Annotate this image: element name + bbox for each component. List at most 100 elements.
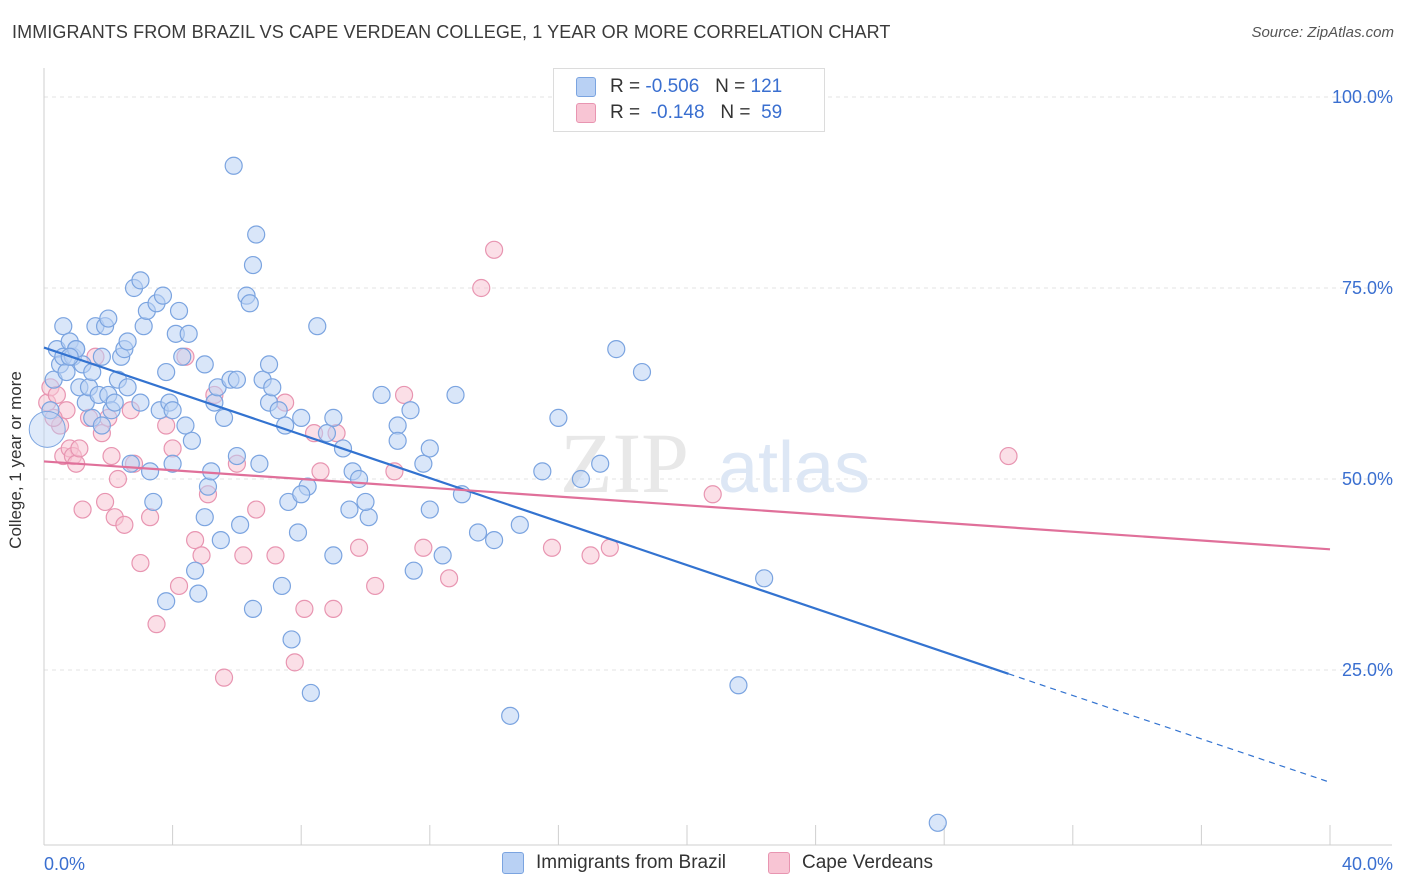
blue-point [501, 706, 520, 725]
legend-r-value-pink: -0.148 [650, 102, 705, 123]
legend-row-blue: R = -0.506 N = 121 [576, 75, 782, 99]
blue-point [632, 362, 652, 382]
blue-point [163, 401, 182, 420]
blue-point [92, 416, 111, 435]
blue-point [121, 454, 140, 473]
pink-point [47, 385, 66, 405]
blue-point [359, 508, 378, 527]
y-tick-label: 50.0% [1342, 469, 1393, 489]
blue-point [468, 523, 488, 542]
blue-point [214, 408, 234, 427]
pink-swatch [768, 852, 790, 874]
blue-point [349, 469, 369, 489]
blue-point [179, 324, 198, 343]
pink-point [394, 385, 414, 405]
pink-point [324, 599, 343, 618]
pink-point [73, 500, 92, 519]
pink-point [131, 553, 150, 573]
pink-point [311, 462, 330, 481]
blue-point [263, 378, 282, 397]
blue-point [134, 317, 153, 336]
blue-point [105, 393, 124, 412]
x-tick-label: 0.0% [44, 854, 85, 874]
blue-point [227, 446, 246, 466]
y-tick-label: 25.0% [1342, 660, 1393, 680]
series-legend: Immigrants from Brazil Cape Verdeans [0, 852, 1406, 878]
series-immigrants-from-brazil [28, 156, 947, 832]
blue-point [607, 340, 626, 359]
blue-point [401, 401, 420, 420]
blue-point [157, 362, 176, 382]
blue-point [372, 385, 391, 405]
blue-point [269, 401, 288, 420]
legend-r-label: R = [610, 102, 641, 123]
blue-point [186, 561, 205, 580]
pink-point [157, 416, 176, 435]
blue-point [224, 156, 243, 175]
blue-point [131, 271, 150, 290]
blue-point [173, 347, 192, 366]
blue-point [433, 546, 452, 565]
pink-point [472, 278, 491, 298]
blue-point [153, 286, 173, 305]
blue-point [231, 515, 250, 534]
pink-point [295, 599, 314, 618]
x-tick-label: 40.0% [1342, 854, 1393, 874]
pink-point [439, 569, 459, 588]
watermark-zip: ZIP [560, 415, 689, 511]
blue-point [182, 431, 201, 450]
legend-n-label: N = [720, 102, 751, 123]
blue-point [259, 355, 279, 374]
pink-point [140, 508, 160, 527]
pink-point [95, 492, 115, 512]
trend-line-brazil [43, 346, 1009, 675]
blue-point [340, 500, 359, 519]
legend-n-value-pink: 59 [761, 102, 783, 123]
blue-point [755, 569, 774, 588]
blue-point [54, 317, 73, 336]
pink-point [414, 538, 433, 557]
blue-point [272, 576, 292, 596]
source-label: Source: ZipAtlas.com [1251, 24, 1394, 41]
blue-point [404, 561, 423, 580]
blue-point [510, 515, 529, 534]
blue-swatch [502, 852, 524, 874]
blue-point [57, 362, 76, 382]
blue-point [240, 294, 259, 313]
pink-point [285, 653, 304, 672]
blue-point [292, 408, 311, 427]
pink-point [108, 469, 128, 489]
pink-point [234, 546, 253, 565]
blue-point [247, 225, 266, 244]
legend-item-cape-verdeans: Cape Verdeans [768, 852, 933, 874]
blue-point [729, 676, 748, 695]
blue-point [176, 416, 195, 435]
blue-point [446, 385, 465, 405]
legend-n-label: N = [715, 76, 746, 97]
legend-r-value-blue: -0.506 [645, 76, 700, 97]
blue-point [243, 255, 263, 275]
pink-point [169, 576, 189, 596]
trend-line-brazil-extension [1008, 673, 1331, 783]
pink-point [214, 668, 234, 687]
blue-point [243, 599, 263, 618]
blue-point [144, 492, 163, 512]
blue-swatch [576, 77, 596, 97]
blue-point [591, 454, 610, 473]
grid-lines [44, 96, 1392, 671]
pink-point [102, 446, 121, 466]
blue-point [485, 531, 504, 550]
blue-point [420, 439, 439, 458]
axes [43, 68, 1392, 846]
blue-point [549, 408, 568, 427]
y-tick-label: 100.0% [1332, 87, 1393, 107]
legend-n-value-blue: 121 [750, 76, 783, 97]
blue-point [288, 523, 308, 542]
pink-point [581, 546, 600, 565]
pink-swatch [576, 103, 596, 123]
blue-point [356, 492, 375, 512]
pink-point [186, 531, 205, 550]
watermark-atlas: atlas [718, 428, 870, 508]
blue-point [131, 393, 150, 412]
